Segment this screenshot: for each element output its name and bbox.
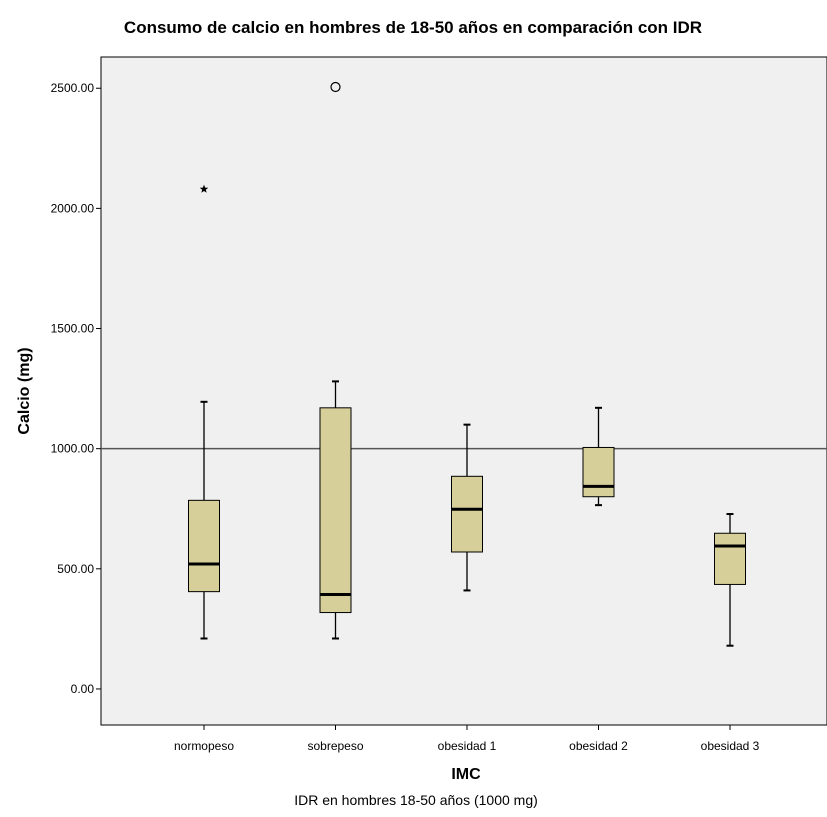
- box-obesidad-3: [714, 513, 746, 647]
- x-tick-label: obesidad 1: [438, 739, 497, 753]
- y-tick-label: 1000.00: [51, 442, 95, 456]
- x-tick-label: obesidad 2: [569, 739, 628, 753]
- plot-area: [100, 56, 827, 726]
- x-tick-label: normopeso: [174, 739, 234, 753]
- box-obesidad-2: [582, 406, 615, 507]
- box-iqr: [319, 407, 352, 614]
- reference-footnote: IDR en hombres 18-50 años (1000 mg): [294, 792, 538, 808]
- x-tick-label: obesidad 3: [701, 739, 760, 753]
- x-axis-title: IMC: [451, 766, 481, 783]
- y-tick-label: 2000.00: [51, 201, 95, 215]
- outlier-star: [199, 184, 209, 193]
- box-iqr: [451, 475, 483, 553]
- y-tick-label: 0.00: [71, 682, 95, 696]
- y-tick-label: 2500.00: [51, 81, 95, 95]
- box-sobrepeso: [319, 380, 352, 640]
- box-iqr: [582, 446, 615, 498]
- box-obesidad-1: [451, 423, 483, 592]
- y-tick-label: 500.00: [57, 562, 94, 576]
- box-iqr: [188, 499, 220, 593]
- y-axis-title: Calcio (mg): [16, 347, 33, 434]
- box-normopeso: [188, 400, 220, 640]
- box-iqr: [714, 532, 746, 585]
- outlier-circle: [330, 81, 341, 93]
- y-tick-label: 1500.00: [51, 322, 95, 336]
- x-tick-label: sobrepeso: [307, 739, 363, 753]
- chart-title: Consumo de calcio en hombres de 18-50 añ…: [124, 18, 702, 37]
